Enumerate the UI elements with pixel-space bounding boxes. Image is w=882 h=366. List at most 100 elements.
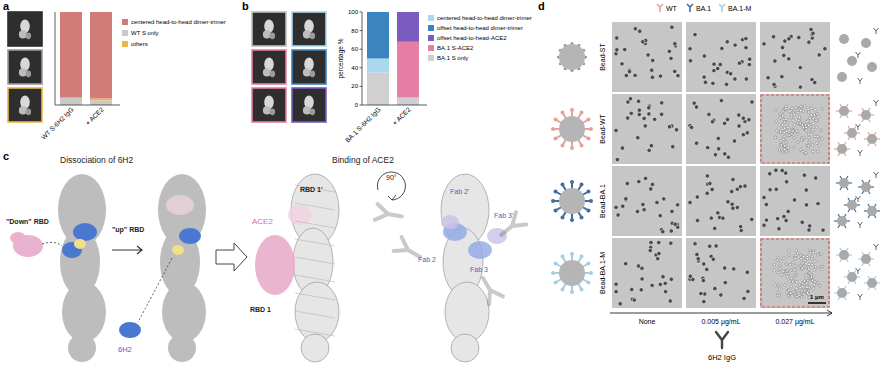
density: [62, 282, 106, 342]
bead-dot: [778, 149, 781, 152]
bead-dot: [785, 107, 788, 110]
bead-dot: [668, 299, 672, 303]
bead-dot: [633, 27, 637, 31]
bead-dot: [658, 74, 662, 78]
thumb-blob: [303, 30, 311, 38]
bead-dot: [773, 269, 776, 272]
bead-dot: [787, 126, 790, 129]
bead-dot: [713, 152, 717, 156]
bead-dot: [783, 136, 786, 139]
em-background: [686, 22, 756, 92]
spike-head: [554, 137, 558, 141]
bead-dot: [785, 270, 788, 273]
bead-dot: [801, 267, 804, 270]
bead-dot: [802, 173, 806, 177]
annotation: ACE2: [252, 217, 273, 226]
bead-dot: [777, 227, 781, 231]
bead-dot: [788, 280, 791, 283]
bead-dot: [713, 286, 717, 290]
density: [73, 223, 97, 241]
spike-head: [561, 215, 565, 219]
legend-label: offset head-to-head dimer-trimer: [437, 25, 523, 31]
bead-dot: [662, 197, 666, 201]
ribbon: [295, 239, 335, 246]
bead-dot: [812, 128, 815, 131]
bead-dot: [785, 151, 788, 154]
bead-dot: [731, 177, 735, 181]
bead-dot: [782, 270, 785, 273]
bead-dot: [774, 168, 778, 172]
bead-dot: [793, 113, 796, 116]
spike-head: [586, 281, 590, 285]
thumb-blob: [310, 32, 315, 39]
bead-dot: [807, 40, 811, 44]
bead-dot: [783, 127, 786, 130]
em-image: [686, 94, 756, 164]
y-tick: [360, 105, 363, 106]
igg-cartoon: [858, 222, 863, 228]
bead-dot: [762, 195, 766, 199]
bead-dot: [669, 241, 673, 245]
spike-icon: [687, 4, 693, 12]
bead-dot: [813, 176, 817, 180]
bead-dot: [809, 251, 812, 254]
bead-dot: [784, 218, 788, 222]
bead-dot: [670, 209, 674, 213]
antibody-label: 6H2 IgG: [708, 353, 736, 362]
bead-dot: [624, 261, 628, 265]
bead-dot: [794, 257, 797, 260]
em-image: [612, 22, 682, 92]
bead-dot: [810, 32, 814, 36]
bead-dot: [766, 76, 770, 80]
bead-dot: [779, 267, 782, 270]
bead-dot: [807, 133, 810, 136]
bead-dot: [816, 142, 819, 145]
bead-dot: [810, 107, 813, 110]
annotation: RBD 1: [250, 306, 271, 313]
bead-dot: [784, 284, 787, 287]
bead-dot: [805, 282, 808, 285]
bead-dot: [722, 121, 726, 125]
bead-dot: [813, 284, 816, 287]
bead-dot: [792, 269, 795, 272]
bead-dot: [650, 182, 654, 186]
bead-dot: [811, 31, 815, 35]
em-background: [686, 238, 756, 308]
spike-head: [580, 287, 584, 291]
spike-head: [554, 262, 558, 266]
bead-dot: [779, 116, 782, 119]
bead-cartoon: [834, 172, 880, 228]
bead-dot: [784, 180, 788, 184]
thumb-blob: [19, 30, 27, 38]
bead-dot: [792, 198, 796, 202]
bead-dot: [807, 111, 810, 114]
bead-dot: [785, 263, 788, 266]
annotation: 90°: [386, 174, 397, 181]
bead-dot: [775, 109, 778, 112]
bead-dot: [787, 289, 790, 292]
bead-dot: [641, 202, 645, 206]
bead-dot: [799, 109, 802, 112]
bead-dot: [801, 290, 804, 293]
bead: [867, 278, 877, 288]
bead-dot: [779, 131, 782, 134]
bead-dot: [641, 40, 645, 44]
bead-dot: [788, 295, 791, 298]
antibody-icon: [716, 332, 728, 348]
bead-cartoon: [834, 244, 880, 300]
igg-cartoon: [856, 124, 861, 130]
bead-dot: [732, 267, 736, 271]
bead: [559, 188, 585, 214]
legend-label: WT: [666, 5, 678, 12]
bead-dot: [659, 101, 663, 105]
bead-dot: [818, 144, 821, 147]
density: [451, 334, 479, 362]
em-image: [612, 166, 682, 236]
bead-dot: [785, 141, 788, 144]
bead-dot: [786, 209, 790, 213]
density: [255, 235, 295, 295]
bead-dot: [813, 114, 816, 117]
bead-dot: [792, 147, 795, 150]
spike-head: [570, 146, 574, 150]
bar-segment: [367, 59, 389, 73]
